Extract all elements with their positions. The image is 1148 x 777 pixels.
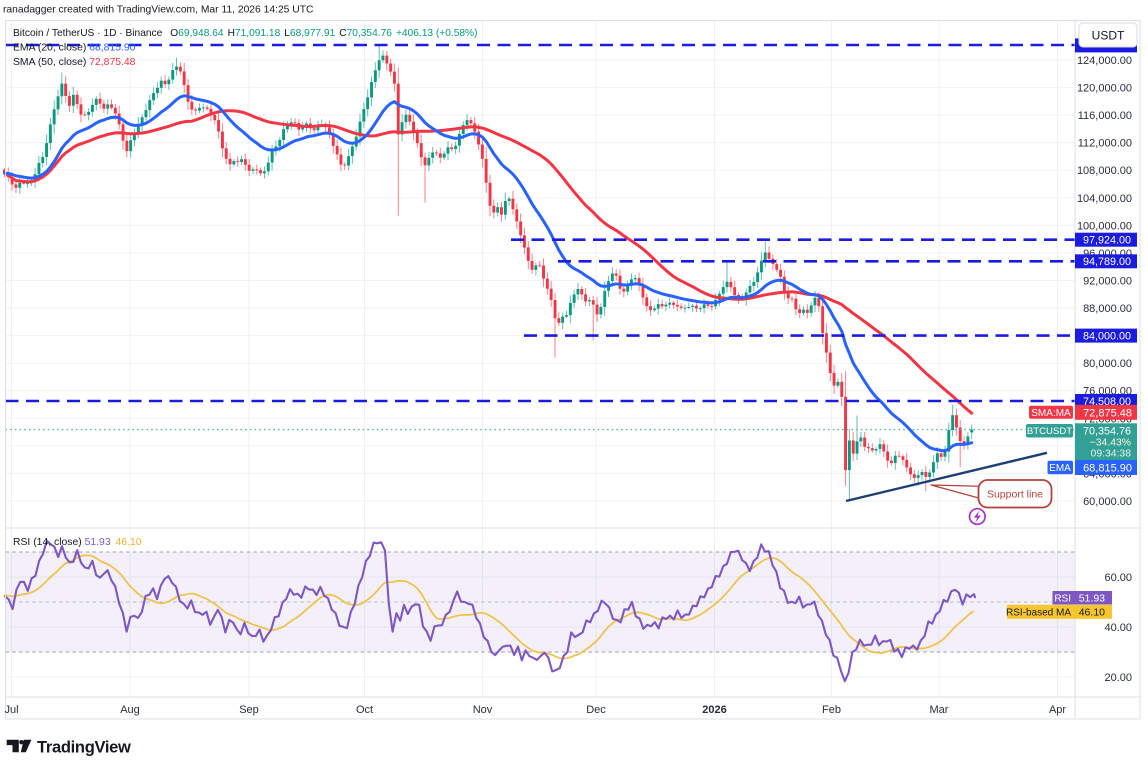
svg-text:88,000.00: 88,000.00	[1083, 303, 1132, 315]
svg-text:104,000.00: 104,000.00	[1077, 193, 1132, 205]
svg-text:BTCUSDT: BTCUSDT	[1027, 426, 1072, 437]
svg-text:84,000.00: 84,000.00	[1083, 330, 1131, 342]
svg-text:70,354.76: 70,354.76	[1083, 425, 1131, 437]
svg-text:ranadagger created with Tradin: ranadagger created with TradingView.com,…	[3, 5, 314, 16]
svg-text:100,000.00: 100,000.00	[1077, 220, 1132, 232]
svg-text:68,815.90: 68,815.90	[1083, 463, 1132, 475]
svg-text:SMA:MA: SMA:MA	[1031, 408, 1071, 419]
svg-text:−34.43%: −34.43%	[1090, 438, 1131, 449]
svg-text:2026: 2026	[702, 704, 726, 716]
svg-text:Support line: Support line	[987, 489, 1043, 501]
svg-text:124,000.00: 124,000.00	[1077, 55, 1132, 67]
svg-text:112,000.00: 112,000.00	[1078, 138, 1132, 150]
svg-text:RSI: RSI	[1054, 594, 1071, 605]
svg-text:Aug: Aug	[120, 704, 140, 716]
svg-text:72,875.48: 72,875.48	[1083, 407, 1132, 419]
svg-text:108,000.00: 108,000.00	[1077, 165, 1132, 177]
svg-text:Bitcoin / TetherUS · 1D · Bina: Bitcoin / TetherUS · 1D · Binance O69,948…	[13, 28, 478, 39]
svg-text:116,000.00: 116,000.00	[1078, 110, 1132, 122]
svg-text:RSI-based MA: RSI-based MA	[1006, 608, 1071, 619]
svg-text:97,924.00: 97,924.00	[1083, 235, 1131, 247]
svg-text:Jul: Jul	[4, 704, 18, 716]
svg-text:Apr: Apr	[1049, 704, 1066, 716]
svg-text:94,789.00: 94,789.00	[1083, 256, 1131, 268]
svg-text:20.00: 20.00	[1104, 672, 1132, 684]
svg-text:Sep: Sep	[239, 704, 259, 716]
svg-text:EMA (20, close) 68,815.90: EMA (20, close) 68,815.90	[13, 43, 136, 54]
svg-text:09:34:38: 09:34:38	[1091, 448, 1132, 459]
svg-text:SMA (50, close) 72,875.48: SMA (50, close) 72,875.48	[13, 57, 136, 68]
svg-text:Feb: Feb	[822, 704, 841, 716]
svg-text:60.00: 60.00	[1104, 572, 1132, 584]
svg-text:120,000.00: 120,000.00	[1077, 83, 1132, 95]
svg-text:Oct: Oct	[356, 704, 373, 716]
svg-text:80,000.00: 80,000.00	[1083, 358, 1132, 370]
svg-text:RSI (14, close) 51.93 46.10: RSI (14, close) 51.93 46.10	[13, 537, 142, 548]
svg-text:92,000.00: 92,000.00	[1083, 276, 1132, 288]
svg-text:EMA: EMA	[1049, 463, 1071, 474]
svg-text:51.93: 51.93	[1079, 593, 1105, 605]
svg-text:46.10: 46.10	[1079, 607, 1105, 619]
svg-text:Nov: Nov	[473, 704, 493, 716]
svg-text:Dec: Dec	[586, 704, 606, 716]
svg-text:USDT: USDT	[1092, 29, 1125, 43]
svg-text:Mar: Mar	[930, 704, 949, 716]
svg-text:60,000.00: 60,000.00	[1083, 496, 1132, 508]
svg-text:TradingView: TradingView	[37, 739, 131, 757]
svg-text:40.00: 40.00	[1104, 622, 1132, 634]
